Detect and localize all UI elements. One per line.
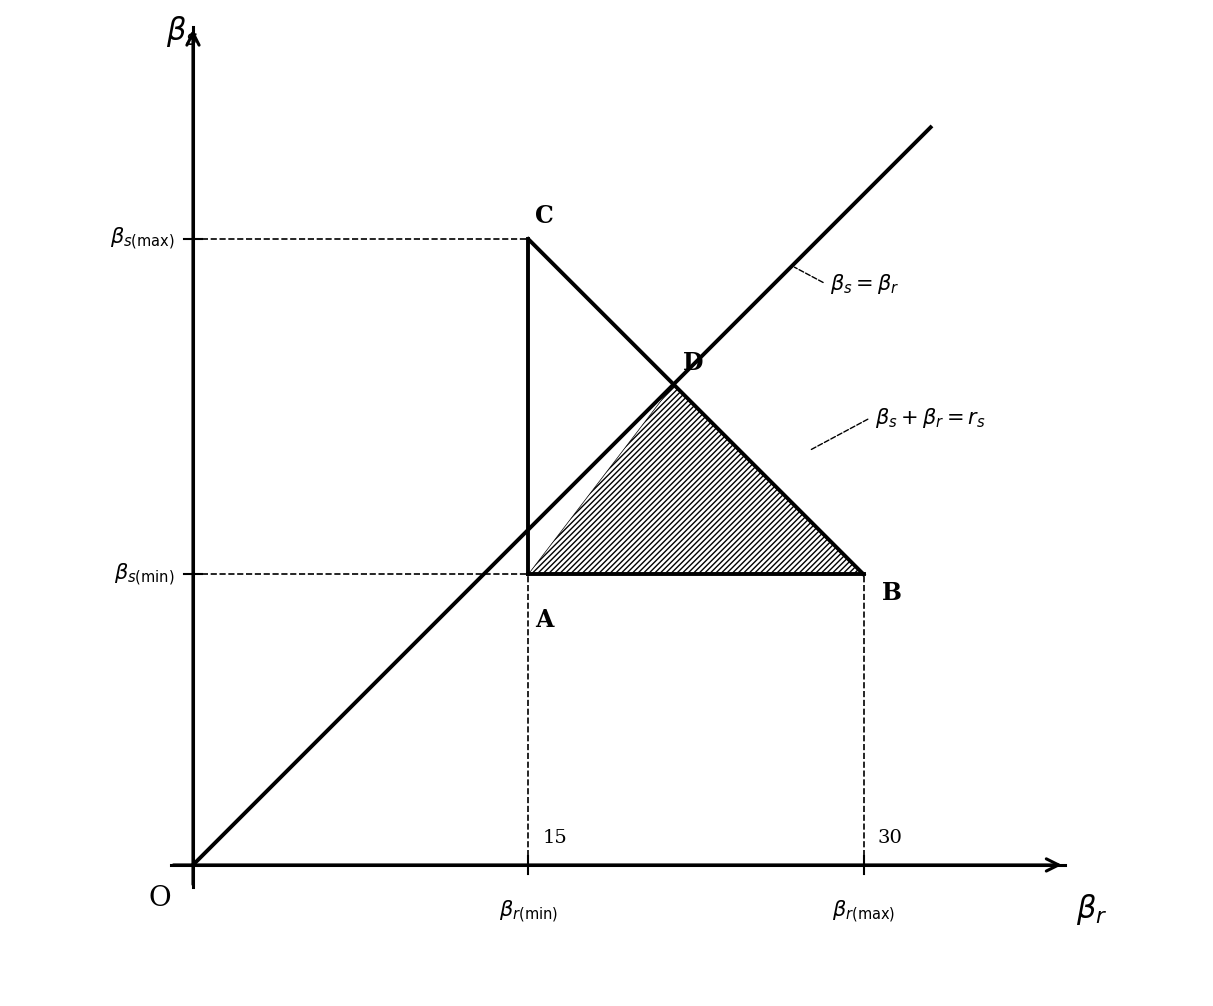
Text: 15: 15 [542, 829, 568, 847]
Text: $\beta_s+\beta_r=r_s$: $\beta_s+\beta_r=r_s$ [875, 405, 985, 430]
Text: $\beta_s=\beta_r$: $\beta_s=\beta_r$ [830, 272, 899, 296]
Text: $\beta_s$: $\beta_s$ [166, 14, 198, 49]
Text: B: B [882, 581, 901, 605]
Text: $\beta_r$: $\beta_r$ [1076, 891, 1107, 927]
Text: A: A [535, 608, 553, 632]
Text: 30: 30 [878, 829, 902, 847]
Text: C: C [535, 204, 553, 228]
Text: $\beta_{r(\max)}$: $\beta_{r(\max)}$ [832, 898, 895, 925]
Text: $\beta_{s(\max)}$: $\beta_{s(\max)}$ [110, 225, 175, 253]
Text: O: O [148, 885, 171, 912]
Text: $\beta_{r(\min)}$: $\beta_{r(\min)}$ [499, 898, 558, 925]
Text: D: D [683, 351, 704, 375]
Text: $\beta_{s(\min)}$: $\beta_{s(\min)}$ [114, 561, 175, 588]
